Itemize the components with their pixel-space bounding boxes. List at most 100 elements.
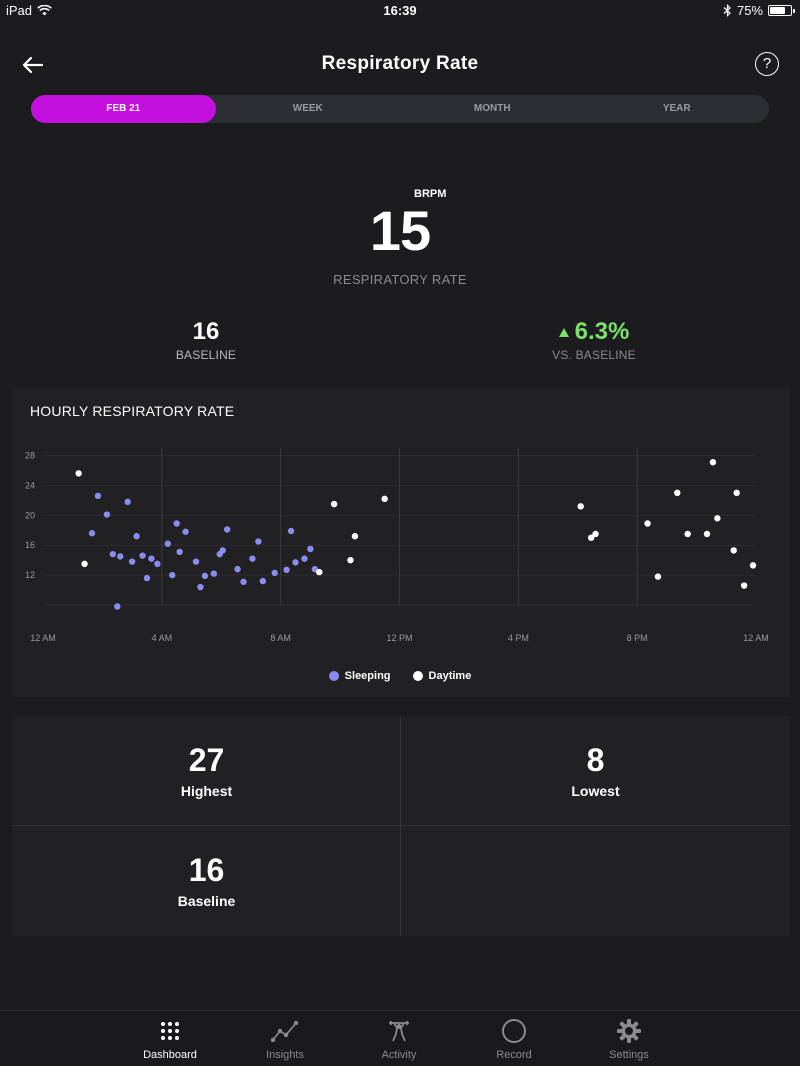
daytime-point xyxy=(347,556,354,564)
help-icon[interactable]: ? xyxy=(755,52,779,76)
legend-item-daytime: Daytime xyxy=(412,670,472,682)
grid-divider-vertical xyxy=(400,716,401,936)
daytime-point xyxy=(316,568,323,576)
y-tick-label: 16 xyxy=(25,540,35,550)
vs-baseline-value: 6.3% xyxy=(574,318,630,345)
sleeping-point xyxy=(117,553,124,560)
baseline-label: BASELINE xyxy=(175,348,237,362)
sleeping-point xyxy=(307,545,314,553)
respiratory-scatter-chart: 12 16 20 24 28 12 AM 4 AM 8 AM 12 PM 4 PM 8 PM 12 A… xyxy=(25,448,769,643)
legend-dot-sleeping xyxy=(328,671,339,681)
vs-baseline-value-row: 6.3% xyxy=(518,318,670,346)
bluetooth-icon xyxy=(723,4,731,17)
legend-label-sleeping: Sleeping xyxy=(344,670,391,682)
stat-lowest: 8 Lowest xyxy=(401,716,790,826)
tab-month[interactable]: MONTH xyxy=(473,103,511,114)
sleeping-point xyxy=(287,527,295,535)
sleeping-point xyxy=(197,583,204,591)
stats-grid: 27 Highest 8 Lowest 16 Baseline xyxy=(12,716,790,936)
circle-icon xyxy=(469,1017,559,1045)
sleeping-point xyxy=(139,552,146,559)
sleeping-point xyxy=(164,540,171,547)
sleeping-point xyxy=(219,547,226,554)
gear-icon xyxy=(584,1017,674,1045)
daytime-point xyxy=(749,562,757,569)
trend-line-icon xyxy=(240,1017,330,1045)
x-tick-label: 12 PM xyxy=(386,633,412,643)
daytime-point xyxy=(674,489,681,497)
sleeping-point xyxy=(114,603,121,610)
sleeping-point xyxy=(255,538,262,545)
x-tick-label: 8 PM xyxy=(627,633,648,643)
nav-header: Respiratory Rate ? xyxy=(0,44,800,86)
sleeping-point xyxy=(192,558,200,565)
back-arrow-icon[interactable] xyxy=(18,50,48,80)
tab-dashboard[interactable]: Dashboard xyxy=(125,1017,215,1061)
respiratory-rate-label: RESPIRATORY RATE xyxy=(333,272,467,287)
stat-highest: 27 Highest xyxy=(12,716,401,826)
sleeping-point xyxy=(88,530,96,537)
chart-title: HOURLY RESPIRATORY RATE xyxy=(30,403,235,419)
y-tick-label: 28 xyxy=(25,450,35,460)
sleeping-point xyxy=(292,559,299,566)
sleeping-point xyxy=(223,526,231,533)
tab-activity[interactable]: Activity xyxy=(354,1017,444,1061)
unit-label: BRPM xyxy=(414,188,447,200)
stat-baseline-value: 16 xyxy=(188,852,225,888)
sleeping-point xyxy=(240,578,247,586)
sleeping-point xyxy=(169,571,176,579)
tab-feb-21[interactable]: FEB 21 xyxy=(31,95,216,123)
sleeping-point xyxy=(176,548,183,556)
status-time: 16:39 xyxy=(383,3,417,18)
daytime-point xyxy=(733,489,740,497)
tab-insights-label: Insights xyxy=(266,1049,304,1061)
sleeping-point xyxy=(182,528,189,535)
x-tick-label: 12 AM xyxy=(743,633,769,643)
status-left: iPad xyxy=(6,3,52,18)
legend-label-daytime: Daytime xyxy=(428,670,472,682)
tab-activity-label: Activity xyxy=(381,1049,417,1061)
sleeping-point xyxy=(103,511,111,518)
page-title: Respiratory Rate xyxy=(321,53,479,74)
wifi-icon xyxy=(37,5,52,16)
sleeping-point xyxy=(148,555,155,562)
tab-week[interactable]: WEEK xyxy=(292,103,323,114)
daytime-point xyxy=(703,530,711,538)
daytime-point xyxy=(740,582,748,589)
bottom-tab-bar: Dashboard Insights Activity xyxy=(0,1010,800,1066)
y-tick-label: 24 xyxy=(25,480,35,490)
chart-legend: Sleeping Daytime xyxy=(0,670,800,682)
tab-dashboard-label: Dashboard xyxy=(143,1049,197,1061)
weightlifter-icon xyxy=(354,1017,444,1045)
sleeping-point xyxy=(143,574,151,582)
daytime-point xyxy=(654,573,662,580)
tab-settings-label: Settings xyxy=(609,1049,649,1061)
status-bar: iPad 16:39 75% xyxy=(0,0,800,22)
daytime-point xyxy=(684,530,691,538)
vs-baseline-summary: 6.3% VS. BASELINE xyxy=(518,318,670,362)
highest-label: Highest xyxy=(180,783,233,799)
vs-baseline-label: VS. BASELINE xyxy=(552,348,636,362)
x-tick-label: 8 AM xyxy=(270,633,291,643)
sleeping-point xyxy=(210,570,218,577)
sleeping-point xyxy=(259,577,267,585)
tab-year[interactable]: YEAR xyxy=(662,103,691,114)
daytime-point xyxy=(644,520,651,527)
battery-fill xyxy=(770,7,785,14)
daytime-point xyxy=(351,533,359,540)
stat-baseline-label: Baseline xyxy=(177,893,236,909)
sleeping-point xyxy=(133,533,140,540)
tab-record[interactable]: Record xyxy=(469,1017,559,1061)
stat-baseline: 16 Baseline xyxy=(12,826,401,936)
device-label: iPad xyxy=(6,3,33,18)
legend-item-sleeping: Sleeping xyxy=(328,670,391,682)
battery-percent: 75% xyxy=(736,3,763,18)
daytime-point xyxy=(592,530,599,538)
sleeping-point xyxy=(154,560,161,568)
baseline-value: 16 xyxy=(192,318,220,345)
tab-insights[interactable]: Insights xyxy=(240,1017,330,1061)
daytime-point xyxy=(577,503,584,510)
daytime-point xyxy=(381,495,388,503)
tab-settings[interactable]: Settings xyxy=(584,1017,674,1061)
daytime-point xyxy=(81,560,88,568)
